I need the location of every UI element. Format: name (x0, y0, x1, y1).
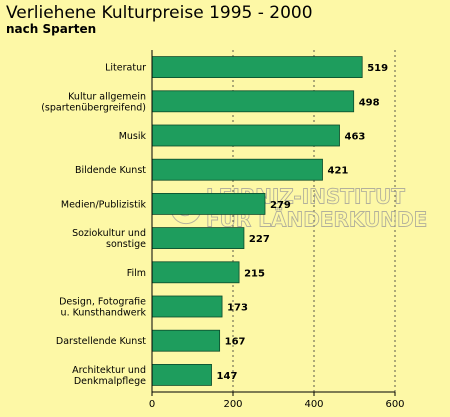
category-label-9-line-0: Architektur und (72, 365, 146, 376)
chart-subtitle: nach Sparten (6, 22, 97, 36)
x-tick-label-400: 400 (304, 399, 323, 410)
bar-3 (151, 158, 323, 181)
category-label-3: Bildende Kunst (75, 165, 146, 176)
value-label-1: 498 (359, 97, 380, 108)
category-label-5-line-0: Soziokultur und (72, 228, 146, 239)
category-label-0: Literatur (105, 63, 146, 74)
bar-6 (151, 261, 240, 284)
category-label-2: Musik (119, 131, 147, 142)
category-label-7-line-0: Design, Fotografie (59, 297, 146, 308)
value-label-5: 227 (249, 234, 270, 245)
bar-8 (151, 329, 221, 352)
category-label-5-line-1: sonstige (106, 239, 146, 250)
category-label-1-line-1: (spartenübergreifend) (41, 102, 146, 113)
value-label-3: 421 (328, 166, 349, 177)
value-label-9: 147 (217, 371, 238, 382)
x-tick-label-600: 600 (385, 399, 404, 410)
category-label-1-line-0: Kultur allgemein (68, 91, 146, 102)
x-tick-label-200: 200 (223, 399, 242, 410)
bar-0 (151, 56, 363, 78)
category-label-8: Darstellende Kunst (56, 336, 146, 347)
bar-7 (151, 295, 223, 318)
category-label-4: Medien/Publizistik (61, 199, 147, 210)
value-label-6: 215 (244, 268, 265, 279)
category-label-9-line-1: Denkmalpflege (74, 376, 146, 387)
bar-2 (151, 124, 340, 147)
bar-9 (151, 363, 212, 386)
value-label-8: 167 (225, 337, 246, 348)
bar-5 (151, 227, 245, 250)
value-label-0: 519 (367, 63, 388, 74)
chart-title: Verliehene Kulturpreise 1995 - 2000 (6, 3, 313, 23)
bar-1 (151, 90, 355, 113)
bar-4 (151, 192, 266, 215)
value-label-4: 279 (270, 200, 291, 211)
category-label-6: Film (127, 268, 146, 279)
value-label-2: 463 (345, 132, 366, 143)
category-label-7-line-1: u. Kunsthandwerk (61, 308, 147, 319)
value-label-7: 173 (227, 303, 248, 314)
x-tick-label-0: 0 (149, 399, 155, 410)
